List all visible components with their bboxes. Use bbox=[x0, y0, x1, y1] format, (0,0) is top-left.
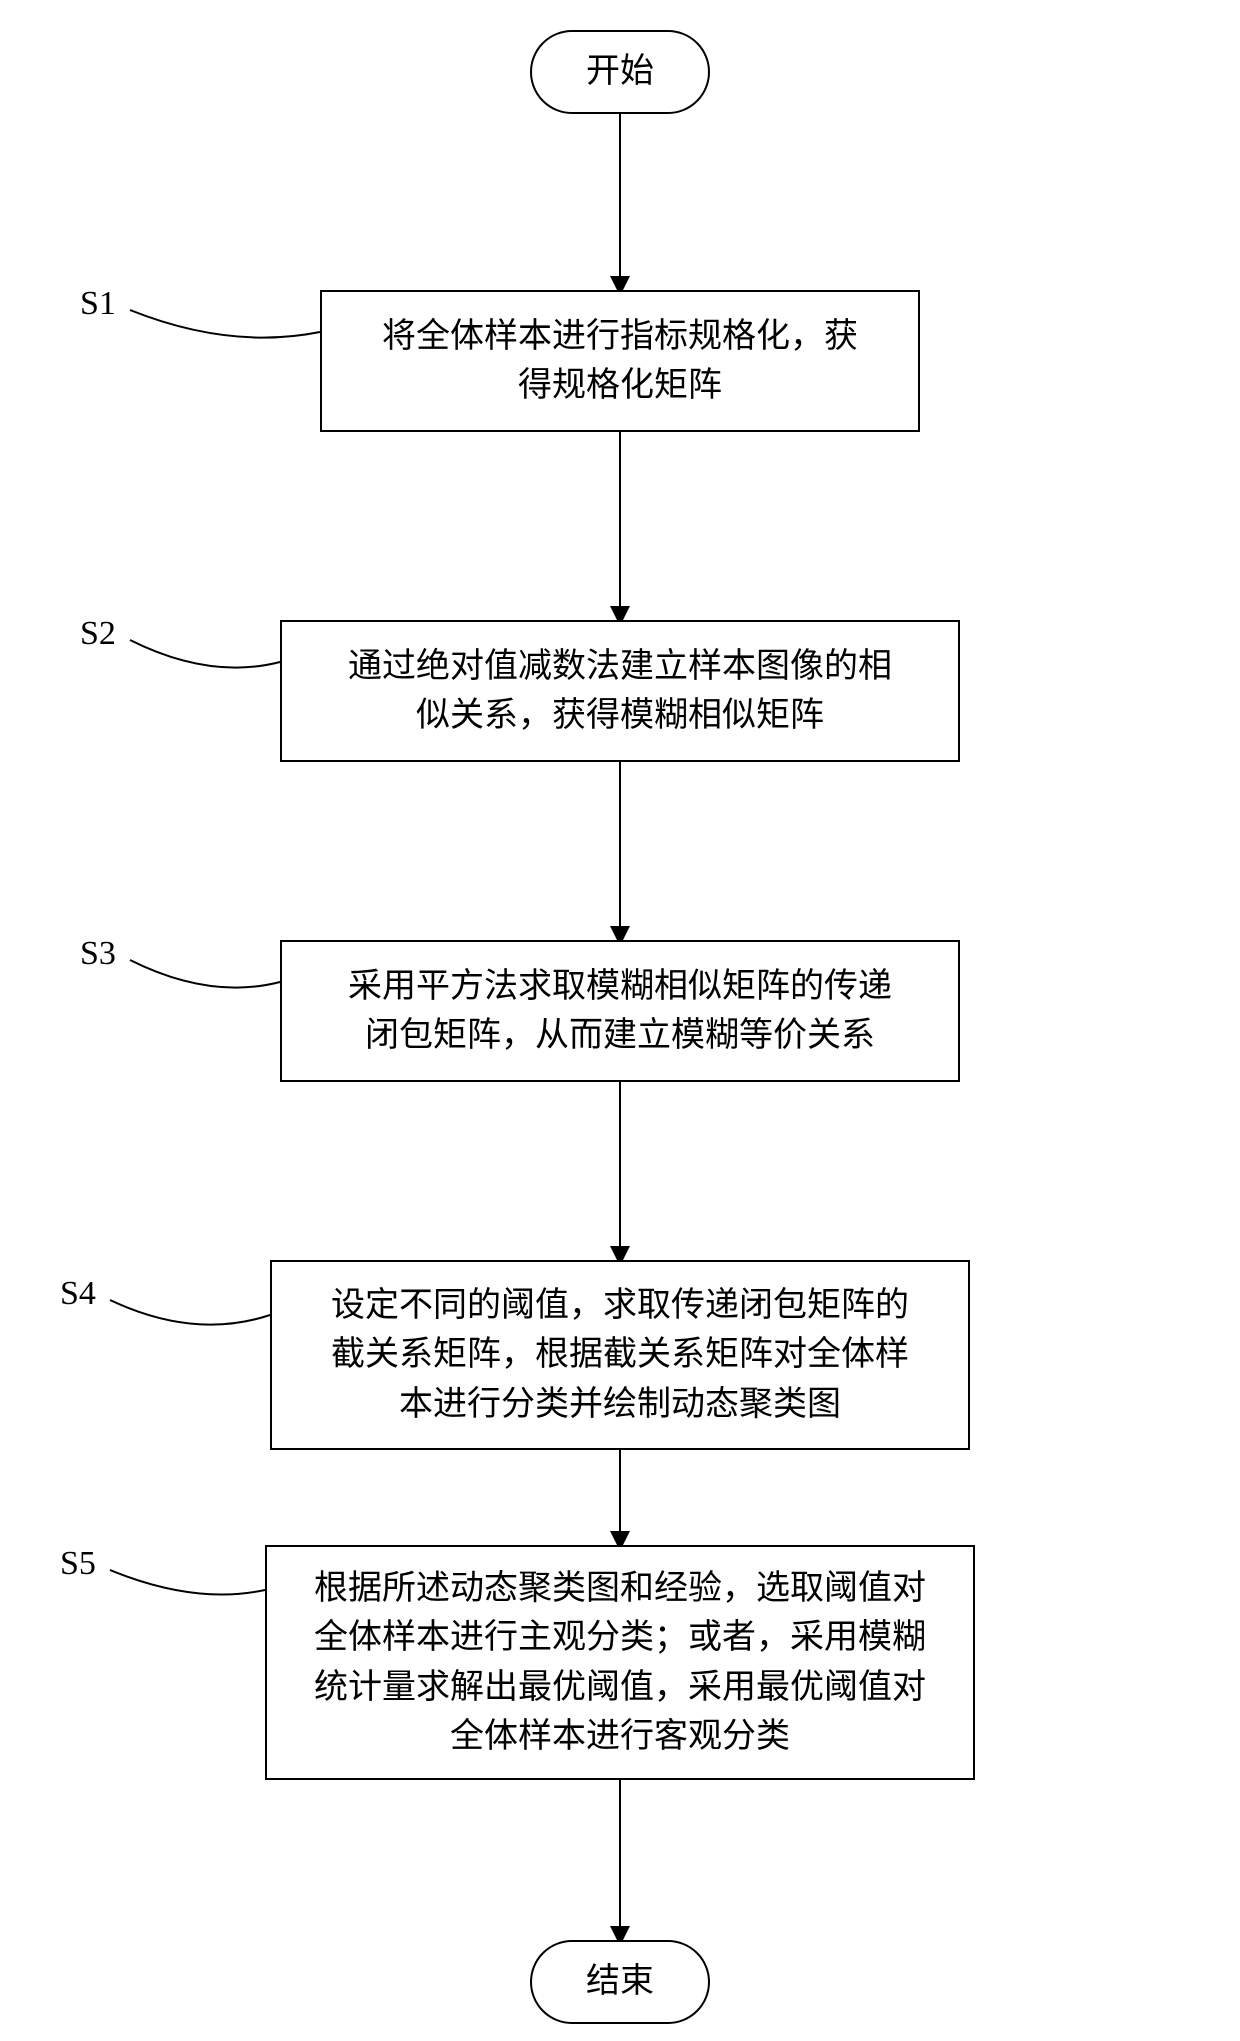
process-s5-text: 根据所述动态聚类图和经验，选取阈值对 全体样本进行主观分类；或者，采用模糊 统计… bbox=[314, 1564, 926, 1761]
process-s1: 将全体样本进行指标规格化，获 得规格化矩阵 bbox=[320, 290, 920, 432]
flowchart-container: 开始 将全体样本进行指标规格化，获 得规格化矩阵 通过绝对值减数法建立样本图像的… bbox=[0, 0, 1240, 2041]
process-s2-text: 通过绝对值减数法建立样本图像的相 似关系，获得模糊相似矩阵 bbox=[348, 642, 892, 741]
start-terminal: 开始 bbox=[530, 30, 710, 114]
step-label-s5: S5 bbox=[60, 1545, 96, 1583]
process-s3: 采用平方法求取模糊相似矩阵的传递 闭包矩阵，从而建立模糊等价关系 bbox=[280, 940, 960, 1082]
step-label-s1: S1 bbox=[80, 285, 116, 323]
step-label-s3: S3 bbox=[80, 935, 116, 973]
end-label: 结束 bbox=[586, 1957, 654, 2006]
process-s5: 根据所述动态聚类图和经验，选取阈值对 全体样本进行主观分类；或者，采用模糊 统计… bbox=[265, 1545, 975, 1780]
process-s1-text: 将全体样本进行指标规格化，获 得规格化矩阵 bbox=[382, 312, 858, 411]
start-label: 开始 bbox=[586, 47, 654, 96]
step-label-s2: S2 bbox=[80, 615, 116, 653]
process-s4: 设定不同的阈值，求取传递闭包矩阵的 截关系矩阵，根据截关系矩阵对全体样 本进行分… bbox=[270, 1260, 970, 1450]
process-s4-text: 设定不同的阈值，求取传递闭包矩阵的 截关系矩阵，根据截关系矩阵对全体样 本进行分… bbox=[331, 1281, 909, 1429]
process-s2: 通过绝对值减数法建立样本图像的相 似关系，获得模糊相似矩阵 bbox=[280, 620, 960, 762]
step-label-s4: S4 bbox=[60, 1275, 96, 1313]
process-s3-text: 采用平方法求取模糊相似矩阵的传递 闭包矩阵，从而建立模糊等价关系 bbox=[348, 962, 892, 1061]
end-terminal: 结束 bbox=[530, 1940, 710, 2024]
